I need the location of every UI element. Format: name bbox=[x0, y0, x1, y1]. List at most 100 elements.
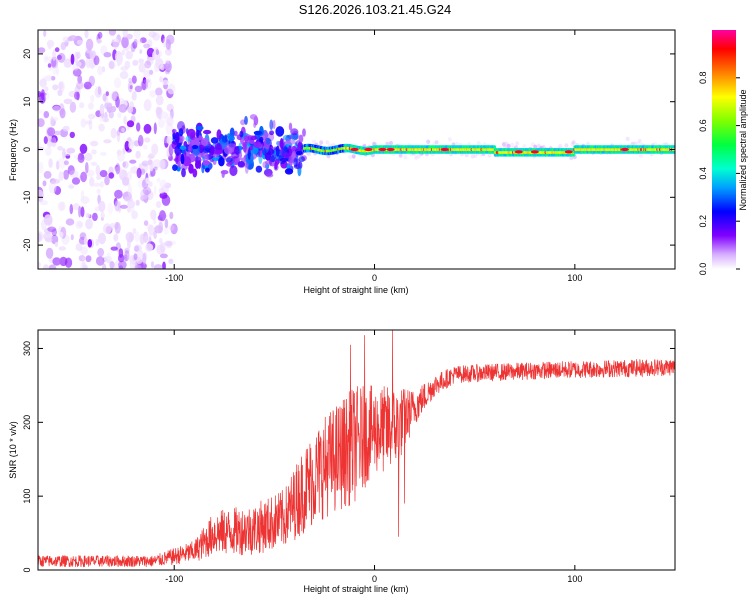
spectrogram-cell bbox=[296, 150, 303, 156]
spectrogram-cell bbox=[213, 149, 223, 155]
spectrogram-cell bbox=[159, 253, 168, 259]
spectrogram-cell bbox=[284, 168, 294, 175]
snr-ylabel: SNR (10 * v/v) bbox=[8, 421, 18, 479]
spectrogram-cell bbox=[307, 152, 312, 157]
spectrogram-cell bbox=[166, 136, 173, 145]
spectrogram-cell bbox=[179, 145, 187, 150]
spectrogram-cell bbox=[50, 56, 59, 69]
spectrogram-cell bbox=[121, 49, 125, 56]
snr-panel: -100 0 100 0 100 200 300 Height of straight li… bbox=[8, 329, 676, 594]
spectrogram-cell bbox=[106, 252, 111, 262]
spectrogram-cell bbox=[85, 255, 92, 263]
spectrogram-cell bbox=[107, 202, 113, 215]
spectrogram-cell bbox=[77, 221, 84, 228]
spectrogram-cell bbox=[45, 247, 54, 259]
spectrogram-cell bbox=[54, 47, 60, 53]
spectrogram-hot-cell bbox=[530, 150, 539, 154]
spectrogram-cell bbox=[43, 111, 50, 119]
spectrogram-cell bbox=[253, 141, 262, 149]
spectrogram-cell bbox=[97, 65, 103, 76]
spectrogram-cell bbox=[249, 139, 255, 145]
spectrogram-cell bbox=[43, 227, 53, 234]
spectrogram-cell bbox=[174, 131, 180, 144]
spectrogram-cell bbox=[139, 233, 145, 245]
spectrogram-cell bbox=[125, 231, 135, 243]
spectrogram-cell bbox=[291, 145, 297, 151]
spectrogram-cell bbox=[221, 135, 228, 143]
spectrogram-cell bbox=[79, 143, 88, 154]
spectrogram-cell bbox=[124, 140, 130, 152]
spectrogram-cell bbox=[564, 143, 569, 148]
snr-xlabel: Height of straight line (km) bbox=[303, 584, 408, 594]
spectrogram-cell bbox=[102, 117, 110, 123]
spectrogram-cell bbox=[181, 149, 185, 155]
spectrogram-cell bbox=[319, 140, 324, 145]
spectrogram-cell bbox=[265, 173, 274, 178]
spectrogram-cell bbox=[104, 176, 110, 186]
spectrogram-cell bbox=[66, 147, 76, 154]
spectrogram-cell bbox=[108, 30, 116, 36]
spectrogram-cell bbox=[43, 30, 47, 37]
spectrogram-cell bbox=[159, 179, 167, 189]
spectrogram-cell bbox=[82, 256, 86, 268]
spectrogram-cell bbox=[653, 141, 658, 147]
spectrogram-cell bbox=[95, 164, 101, 177]
spectrogram-cell bbox=[99, 103, 105, 115]
spectrogram-cell bbox=[153, 264, 163, 269]
spectrogram-cell bbox=[98, 200, 106, 213]
spectrogram-cell bbox=[60, 42, 67, 51]
spectrogram-cell bbox=[287, 140, 296, 145]
spectrogram-cell bbox=[131, 75, 137, 84]
spectrogram-cell bbox=[244, 135, 249, 142]
spectrogram-cell bbox=[68, 184, 75, 189]
spectrogram-cell bbox=[121, 127, 125, 133]
spectrogram-cell bbox=[253, 122, 257, 128]
snr-xtick-label: 0 bbox=[372, 574, 377, 584]
spectrogram-cell bbox=[493, 145, 497, 149]
spectrogram-cell bbox=[177, 161, 181, 168]
spectrogram-cell bbox=[52, 116, 59, 122]
spectrogram-cell bbox=[237, 161, 245, 168]
spectrogram-cell bbox=[272, 119, 276, 130]
spectrogram-cell bbox=[135, 256, 143, 264]
spectrogram-cell bbox=[77, 75, 83, 84]
spectrogram-cell bbox=[79, 102, 85, 109]
spectrogram-cell bbox=[210, 137, 219, 144]
spectrogram-cell bbox=[181, 168, 186, 178]
spectrogram-cell bbox=[119, 71, 129, 80]
spectrogram-cell bbox=[506, 143, 511, 149]
spectrogram-cell bbox=[279, 138, 284, 150]
spectrogram-cell bbox=[114, 200, 121, 212]
spectrogram-cell bbox=[142, 144, 148, 150]
spectrogram-cell bbox=[51, 58, 57, 68]
spectrogram-cell bbox=[143, 220, 149, 226]
spectrogram-cell bbox=[136, 167, 142, 179]
spectrogram-cell bbox=[455, 141, 460, 147]
spectrogram-cell bbox=[38, 146, 45, 152]
spectrogram-cell bbox=[38, 161, 44, 174]
spectrogram-cell bbox=[522, 143, 527, 149]
spectrogram-cell bbox=[113, 222, 119, 230]
spectrogram-cell bbox=[110, 105, 117, 113]
spectrogram-cell bbox=[43, 136, 48, 145]
spectrogram-cell bbox=[70, 53, 75, 65]
spectrogram-cell bbox=[434, 140, 439, 145]
spectrogram-cell bbox=[85, 120, 92, 125]
spectrogram-cell bbox=[166, 147, 172, 158]
spectrogram-cell bbox=[168, 224, 175, 231]
spectrogram-cell bbox=[275, 126, 285, 137]
spectrogram-cell bbox=[148, 31, 157, 38]
spectrogram-cell bbox=[269, 130, 275, 136]
spectrogram-cell bbox=[39, 92, 46, 104]
spectrogram-cell bbox=[121, 104, 127, 110]
spectrogram-cell bbox=[85, 218, 93, 230]
spectrogram-cell bbox=[58, 246, 67, 251]
spectrogram-cell bbox=[118, 265, 124, 269]
spectrogram-cell bbox=[138, 177, 146, 189]
spectrogram-cell bbox=[80, 171, 87, 183]
spectrogram-cell bbox=[117, 112, 122, 119]
spectrogram-cell bbox=[389, 141, 393, 146]
spectrogram-cell bbox=[96, 39, 102, 44]
spectrogram-cell bbox=[158, 221, 164, 234]
